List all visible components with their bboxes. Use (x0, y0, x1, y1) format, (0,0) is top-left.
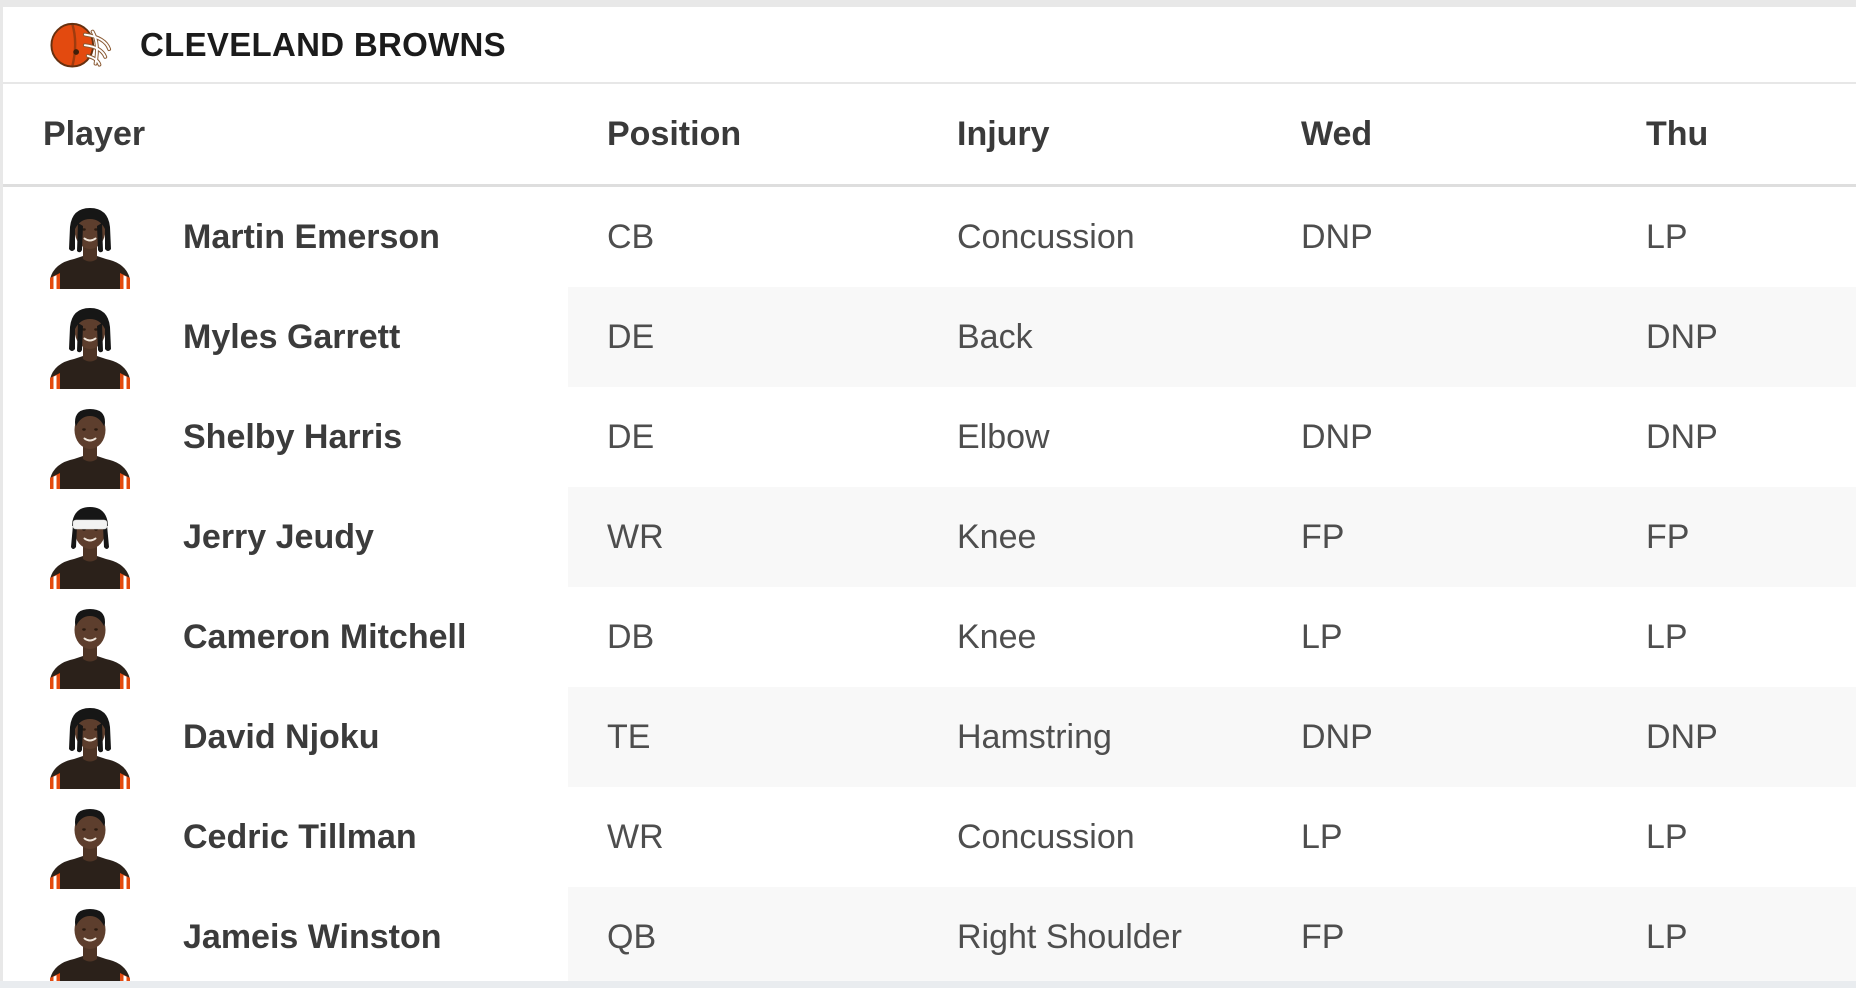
column-header-thu: Thu (1646, 115, 1709, 153)
player-name[interactable]: David Njoku (183, 718, 380, 756)
thu-status-cell: DNP (1646, 418, 1718, 456)
thu-status-cell: LP (1646, 918, 1688, 956)
wed-status-cell: DNP (1301, 418, 1373, 456)
table-header-divider (0, 184, 1856, 187)
player-photo[interactable] (40, 299, 140, 389)
thu-status-cell: LP (1646, 818, 1688, 856)
wed-status-cell: FP (1301, 518, 1345, 556)
player-photo[interactable] (40, 499, 140, 589)
team-header: CLEVELAND BROWNS (3, 7, 1856, 82)
position-cell: CB (607, 218, 655, 256)
injury-cell: Back (957, 318, 1033, 356)
position-cell: QB (607, 918, 657, 956)
player-row: Myles Garrett DE Back DNP (3, 287, 1856, 389)
thu-status-cell: DNP (1646, 718, 1718, 756)
player-name[interactable]: Myles Garrett (183, 318, 401, 356)
column-header-player: Player (43, 115, 146, 153)
player-name[interactable]: Cameron Mitchell (183, 618, 467, 656)
position-cell: WR (607, 518, 664, 556)
player-name[interactable]: Shelby Harris (183, 418, 403, 456)
column-header-position: Position (607, 115, 742, 153)
player-name[interactable]: Jameis Winston (183, 918, 442, 956)
page-left-edge (0, 0, 3, 988)
thu-status-cell: FP (1646, 518, 1690, 556)
player-name[interactable]: Jerry Jeudy (183, 518, 374, 556)
injury-table-header: Player Position Injury Wed Thu (3, 84, 1856, 184)
browns-helmet-icon (49, 20, 113, 70)
thu-status-cell: DNP (1646, 318, 1718, 356)
player-photo[interactable] (40, 599, 140, 689)
injury-cell: Right Shoulder (957, 918, 1182, 956)
header-divider (3, 82, 1856, 84)
wed-status-cell: LP (1301, 818, 1343, 856)
player-photo[interactable] (40, 199, 140, 289)
player-photo[interactable] (40, 399, 140, 489)
page-bottom-edge (0, 981, 1856, 988)
player-row: Shelby Harris DE Elbow DNP DNP (3, 387, 1856, 489)
position-cell: WR (607, 818, 664, 856)
player-row: Cedric Tillman WR Concussion LP LP (3, 787, 1856, 889)
player-photo[interactable] (40, 699, 140, 789)
column-header-wed: Wed (1301, 115, 1373, 153)
injury-table-body: Martin Emerson CB Concussion DNP LP Myle… (3, 187, 1856, 988)
position-cell: DB (607, 618, 655, 656)
player-name[interactable]: Martin Emerson (183, 218, 440, 256)
injury-cell: Knee (957, 518, 1037, 556)
player-row: Martin Emerson CB Concussion DNP LP (3, 187, 1856, 289)
injury-cell: Elbow (957, 418, 1050, 456)
wed-status-cell: DNP (1301, 718, 1373, 756)
thu-status-cell: LP (1646, 218, 1688, 256)
player-row: Jerry Jeudy WR Knee FP FP (3, 487, 1856, 589)
wed-status-cell: LP (1301, 618, 1343, 656)
player-row: Jameis Winston QB Right Shoulder FP LP (3, 887, 1856, 988)
injury-cell: Knee (957, 618, 1037, 656)
position-cell: DE (607, 318, 655, 356)
injury-cell: Concussion (957, 818, 1135, 856)
player-photo[interactable] (40, 899, 140, 988)
column-header-injury: Injury (957, 115, 1050, 153)
team-name: CLEVELAND BROWNS (140, 25, 506, 63)
player-name[interactable]: Cedric Tillman (183, 818, 417, 856)
thu-status-cell: LP (1646, 618, 1688, 656)
page-top-edge (0, 0, 1856, 7)
wed-status-cell: FP (1301, 918, 1345, 956)
player-photo[interactable] (40, 799, 140, 889)
injury-cell: Hamstring (957, 718, 1112, 756)
position-cell: TE (607, 718, 651, 756)
player-row: Cameron Mitchell DB Knee LP LP (3, 587, 1856, 689)
injury-cell: Concussion (957, 218, 1135, 256)
player-row: David Njoku TE Hamstring DNP DNP (3, 687, 1856, 789)
wed-status-cell: DNP (1301, 218, 1373, 256)
position-cell: DE (607, 418, 655, 456)
